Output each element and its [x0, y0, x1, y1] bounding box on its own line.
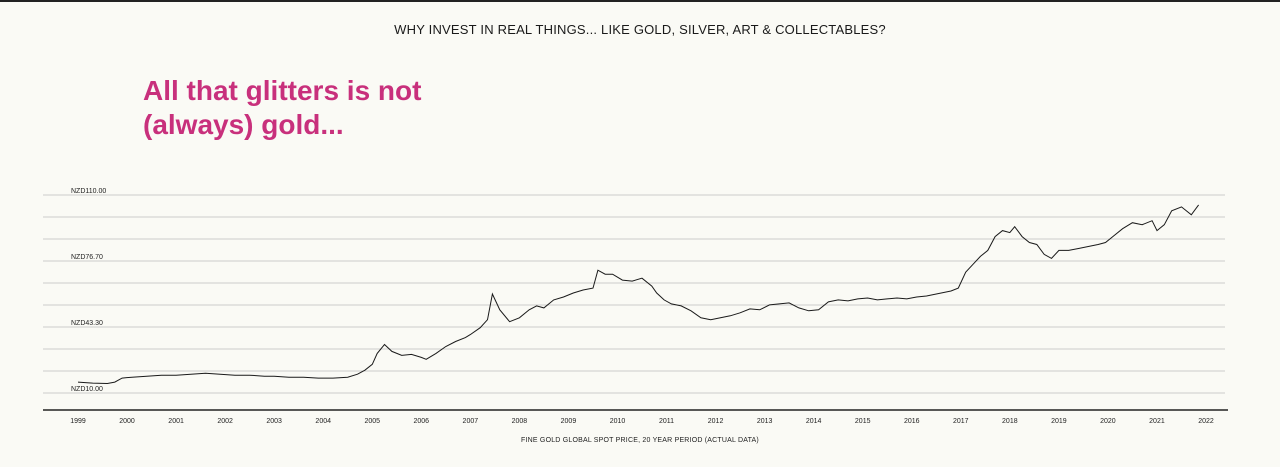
y-tick-label: NZD76.70: [71, 254, 103, 261]
x-tick-label: 2014: [806, 418, 822, 425]
x-tick-label: 2000: [119, 418, 135, 425]
x-tick-label: 2013: [757, 418, 773, 425]
y-tick-label: NZD43.30: [71, 320, 103, 327]
y-tick-label: NZD10.00: [71, 386, 103, 393]
tagline-text: All that glitters is not (always) gold..…: [143, 75, 422, 140]
x-tick-label: 2011: [659, 418, 674, 425]
series-line-gold-price: [77, 204, 1200, 385]
x-tick-label: 2009: [561, 418, 577, 425]
x-tick-label: 2021: [1149, 418, 1165, 425]
x-tick-label: 2018: [1002, 418, 1018, 425]
x-tick-label: 2002: [217, 418, 233, 425]
x-axis-caption: FINE GOLD GLOBAL SPOT PRICE, 20 YEAR PER…: [521, 437, 759, 444]
x-tick-label: 2003: [266, 418, 282, 425]
x-tick-label: 2004: [315, 418, 331, 425]
chart-grid: [43, 194, 1228, 411]
y-tick-label: NZD110.00: [71, 188, 106, 195]
x-tick-label: 2019: [1051, 418, 1067, 425]
y-axis-labels: NZD10.00 NZD43.30 NZD76.70 NZD110.00: [71, 188, 106, 393]
x-tick-label: 2008: [512, 418, 528, 425]
x-tick-label: 1999: [70, 418, 86, 425]
page-heading: WHY INVEST IN REAL THINGS... LIKE GOLD, …: [394, 22, 886, 37]
top-rule: [0, 0, 1280, 2]
x-tick-label: 2017: [953, 418, 969, 425]
tagline: All that glitters is not (always) gold..…: [143, 74, 543, 142]
x-tick-label: 2006: [414, 418, 430, 425]
x-tick-label: 2012: [708, 418, 724, 425]
x-tick-label: 2022: [1198, 418, 1214, 425]
x-tick-label: 2020: [1100, 418, 1116, 425]
x-tick-label: 2005: [364, 418, 380, 425]
x-axis-labels: 1999 2000 2001 2002 2003 2004 2005 2006 2007 2008…: [70, 418, 1214, 425]
x-tick-label: 2001: [168, 418, 184, 425]
x-tick-label: 2015: [855, 418, 871, 425]
x-tick-label: 2010: [610, 418, 626, 425]
x-tick-label: 2007: [463, 418, 479, 425]
x-tick-label: 2016: [904, 418, 920, 425]
